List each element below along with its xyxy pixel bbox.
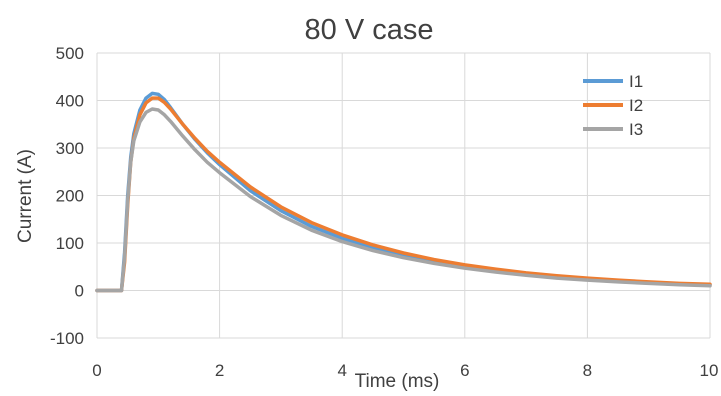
series-line-i3 — [95, 107, 712, 293]
legend-label-i2: I2 — [629, 96, 643, 115]
series-line-i1 — [95, 91, 712, 293]
series-lines — [95, 91, 712, 293]
legend-label-i1: I1 — [629, 72, 643, 91]
x-axis-ticks: 0 2 4 6 8 10 — [92, 361, 718, 380]
x-tick-label: 4 — [337, 361, 346, 380]
legend-label-i3: I3 — [629, 120, 643, 139]
x-tick-label: 8 — [583, 361, 592, 380]
y-tick-label: 200 — [56, 187, 84, 206]
x-axis-label: Time (ms) — [355, 371, 440, 392]
y-tick-label: 500 — [56, 44, 84, 63]
y-axis-label: Current (A) — [15, 149, 36, 243]
legend: I1 I2 I3 — [583, 72, 643, 139]
y-axis-ticks: -100 0 100 200 300 400 500 — [50, 44, 84, 348]
chart-title: 80 V case — [305, 14, 434, 46]
x-tick-label: 10 — [700, 361, 719, 380]
y-tick-label: 400 — [56, 92, 84, 111]
y-tick-label: 300 — [56, 139, 84, 158]
y-tick-label: -100 — [50, 329, 84, 348]
x-tick-label: 2 — [215, 361, 224, 380]
series-line-i2 — [95, 96, 712, 293]
x-tick-label: 0 — [92, 361, 101, 380]
y-tick-label: 100 — [56, 234, 84, 253]
x-tick-label: 6 — [460, 361, 469, 380]
y-tick-label: 0 — [75, 282, 84, 301]
gridlines — [96, 52, 711, 339]
